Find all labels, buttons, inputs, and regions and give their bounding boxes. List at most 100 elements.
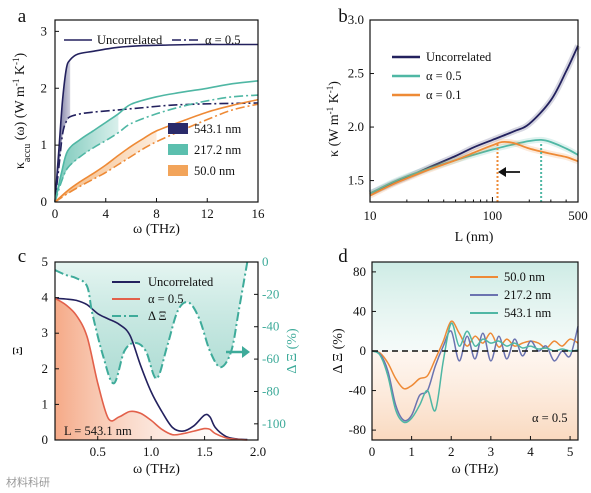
x-axis-label: ω (THz)	[452, 462, 499, 477]
y-tick-label: 2	[41, 80, 48, 95]
series-line-5431nm-uncorrelated	[54, 43, 258, 203]
series-line-500nm-alpha	[54, 103, 259, 203]
lower-background	[372, 351, 578, 440]
x-tick-label: 10	[364, 208, 377, 223]
y-tick-label: 0	[41, 194, 48, 209]
series-line	[54, 261, 249, 385]
y-tick-label: 5	[42, 254, 49, 269]
x-tick-label: 16	[252, 206, 266, 221]
y-axis-label-part: )	[13, 53, 28, 58]
x-tick-label: 1.5	[196, 444, 212, 459]
series-line	[369, 45, 579, 195]
series-line	[369, 138, 579, 195]
x-tick-label: 12	[201, 206, 214, 221]
legend-label: 217.2 nm	[504, 288, 552, 302]
series-line	[369, 140, 579, 197]
x-tick-label: 2.0	[250, 444, 266, 459]
legend-label: 543.1 nm	[504, 306, 552, 320]
series-line	[371, 326, 579, 422]
y-tick-label: 2.0	[348, 119, 364, 134]
x-tick-label: 100	[483, 208, 503, 223]
y-tick-label: 1.5	[348, 173, 364, 188]
x-tick-label: 1	[408, 444, 415, 459]
y-right-tick-label: -20	[262, 286, 279, 301]
series-line	[371, 322, 579, 424]
x-tick-label: 3	[488, 444, 495, 459]
y-axis-label: Ξ	[11, 346, 26, 355]
axis-arrow-head	[242, 346, 250, 358]
y-right-tick-label: 0	[262, 254, 269, 269]
x-axis-label: L (nm)	[455, 230, 494, 245]
legend-label: Δ Ξ	[148, 309, 167, 323]
y-tick-label: 3.0	[348, 12, 364, 27]
y-axis-label-part: -1	[325, 107, 335, 115]
legend-box-label: 217.2 nm	[194, 143, 242, 157]
y-tick-label: 2.5	[348, 66, 364, 81]
legend-swatch	[168, 144, 188, 155]
y-tick-label: 4	[42, 290, 49, 305]
y-right-tick-label: -80	[262, 383, 279, 398]
x-tick-label: 8	[153, 206, 160, 221]
alpha-annotation: α = 0.5	[532, 411, 567, 425]
y-axis-label-part: -1	[11, 79, 21, 87]
legend-label: Uncorrelated	[426, 50, 492, 64]
y-axis-label-part: -1	[325, 86, 335, 94]
y-tick-label: -40	[349, 383, 366, 398]
panel-label: a	[18, 6, 27, 27]
panel-d: 0 1 2 3 4 5 -80 -40 0 40 80 ω (THz) Δ Ξ (%) d 50.0 nm 2…	[331, 246, 579, 477]
legend-box-label: 543.1 nm	[194, 122, 242, 136]
panel-label: b	[338, 6, 348, 27]
y-tick-label: 0	[42, 432, 49, 447]
x-tick-label: 1.0	[143, 444, 159, 459]
y-axis-label-part: accu	[22, 144, 33, 162]
series-line	[54, 297, 248, 441]
x-tick-label: 4	[527, 444, 534, 459]
y-right-axis-label: Δ Ξ (%)	[285, 328, 300, 374]
x-tick-label: 2	[448, 444, 455, 459]
y-axis-label-part: K	[13, 65, 28, 79]
y-tick-label: 1	[42, 396, 49, 411]
y-tick-label: 1	[41, 137, 48, 152]
legend-label: 50.0 nm	[504, 270, 545, 284]
x-tick-label: 0	[52, 206, 59, 221]
y-axis-label-part: κ	[13, 162, 28, 169]
y-tick-label: 40	[353, 303, 366, 318]
x-tick-label: 0	[369, 444, 376, 459]
x-tick-label: 0.5	[90, 444, 106, 459]
x-axis-label: ω (THz)	[133, 462, 180, 477]
legend-label: α = 0.1	[426, 88, 461, 102]
y-axis-label-part: -1	[11, 58, 21, 66]
shade-50nm	[55, 130, 157, 202]
y-axis-label-part: (ω) (W m	[13, 86, 28, 144]
shade-217nm	[55, 113, 119, 202]
y-axis-label-part: K	[327, 93, 342, 107]
series-band	[368, 44, 581, 197]
series-line-5431nm-alpha	[54, 102, 259, 203]
y-axis-label-part: )	[327, 81, 342, 86]
x-tick-label: 4	[103, 206, 110, 221]
y-axis-label: κ (W m-1 K-1)	[325, 81, 342, 157]
plot-frame	[369, 19, 579, 203]
series-band	[368, 138, 580, 199]
legend-label: α = 0.5	[426, 69, 461, 83]
y-right-tick-label: -100	[262, 416, 286, 431]
shift-arrow-head	[498, 167, 506, 177]
x-axis-label: ω (THz)	[133, 222, 180, 237]
y-tick-label: 3	[42, 325, 49, 340]
legend-label: α = 0.5	[148, 292, 183, 306]
series-line-2172nm-alpha	[54, 94, 259, 203]
y-axis-label-part: κ (W m	[327, 114, 342, 157]
y-axis-label: κaccu (ω) (W m-1 K-1)	[11, 53, 33, 170]
legend-label: Uncorrelated	[148, 275, 214, 289]
plot-frame	[54, 261, 259, 441]
panel-label: d	[338, 246, 348, 267]
series-line-2172nm-uncorrelated	[54, 80, 259, 203]
legend-label-alpha: α = 0.5	[205, 33, 240, 47]
y-tick-label: 80	[353, 264, 366, 279]
x-tick-label: 5	[567, 444, 574, 459]
legend-swatch	[168, 165, 188, 176]
legend-swatch	[168, 123, 188, 134]
